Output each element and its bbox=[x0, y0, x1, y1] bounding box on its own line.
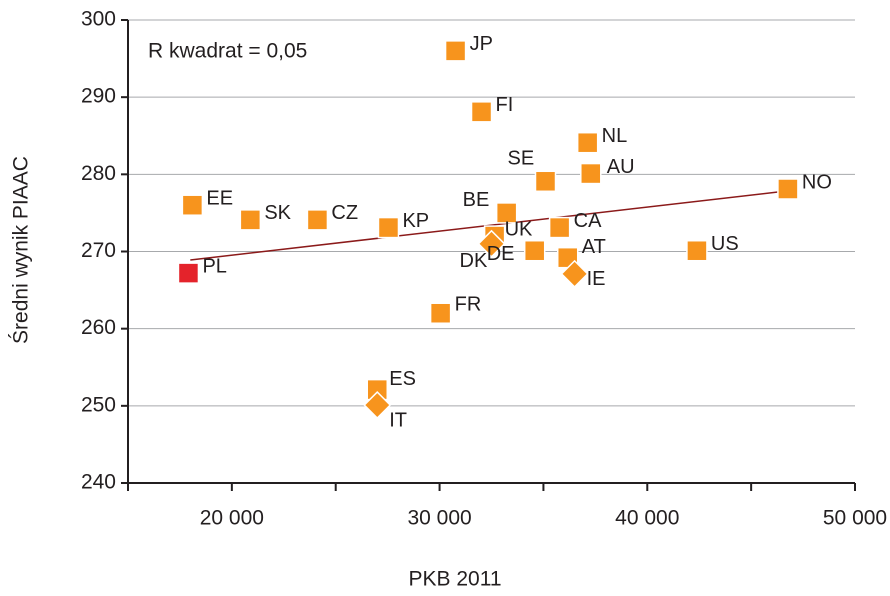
point-label: SK bbox=[264, 202, 291, 224]
point bbox=[181, 194, 204, 216]
point-label: IE bbox=[587, 268, 606, 290]
point-label: IT bbox=[389, 409, 407, 431]
point-label: FR bbox=[455, 294, 482, 316]
point-label: KP bbox=[402, 210, 429, 232]
point bbox=[306, 209, 329, 231]
point-label: EE bbox=[206, 187, 233, 209]
y-tick-label: 280 bbox=[81, 162, 116, 185]
point bbox=[177, 262, 200, 284]
point bbox=[239, 209, 262, 231]
point bbox=[470, 101, 493, 123]
point-label: US bbox=[711, 233, 739, 255]
point bbox=[580, 162, 602, 185]
point bbox=[363, 391, 392, 420]
point-label: AT bbox=[582, 236, 606, 258]
point-label: JP bbox=[470, 33, 493, 55]
point-label: CA bbox=[574, 210, 602, 232]
x-axis-label: PKB 2011 bbox=[408, 568, 501, 591]
point bbox=[548, 216, 571, 239]
point bbox=[477, 229, 506, 258]
point-label: DE bbox=[487, 243, 515, 265]
point bbox=[429, 302, 452, 324]
x-tick-label: 50 000 bbox=[823, 507, 887, 530]
y-tick-label: 270 bbox=[81, 239, 116, 262]
point-label: CZ bbox=[331, 202, 358, 224]
point bbox=[560, 259, 589, 288]
x-tick-label: 40 000 bbox=[615, 507, 679, 530]
point bbox=[495, 202, 518, 224]
point-label: PL bbox=[202, 255, 226, 277]
point-label: ES bbox=[389, 368, 416, 390]
point-label: UK bbox=[505, 218, 533, 240]
y-tick-label: 300 bbox=[81, 8, 116, 31]
point-label: NL bbox=[602, 125, 628, 147]
y-tick-label: 240 bbox=[81, 471, 116, 494]
y-tick-label: 250 bbox=[81, 393, 116, 416]
point bbox=[777, 178, 799, 200]
point bbox=[576, 131, 599, 154]
point-label: AU bbox=[607, 156, 635, 178]
x-tick-label: 20 000 bbox=[200, 507, 264, 530]
point bbox=[377, 216, 400, 239]
x-tick-label: 30 000 bbox=[407, 507, 471, 530]
point-label: NO bbox=[802, 171, 832, 193]
point-label: BE bbox=[463, 189, 490, 211]
y-tick-label: 260 bbox=[81, 316, 116, 339]
y-tick-label: 290 bbox=[81, 85, 116, 108]
point bbox=[534, 170, 557, 193]
annotation: R kwadrat = 0,05 bbox=[148, 40, 307, 63]
point bbox=[444, 40, 467, 62]
y-axis-label: Średni wynik PIAAC bbox=[9, 156, 33, 344]
point-label: DK bbox=[460, 250, 488, 272]
point bbox=[523, 239, 546, 262]
point-label: SE bbox=[508, 148, 535, 170]
point-label: FI bbox=[496, 94, 514, 116]
trendline bbox=[190, 189, 791, 261]
point bbox=[686, 239, 708, 262]
